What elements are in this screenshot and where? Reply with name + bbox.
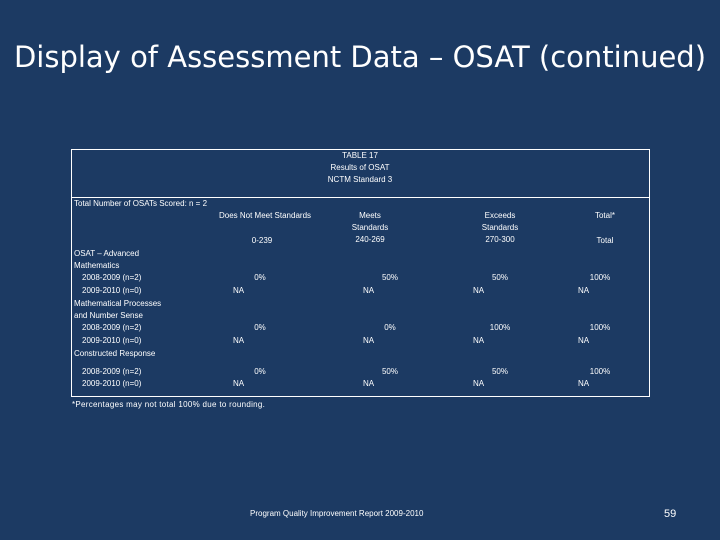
header-exceeds-line2: Standards [481,223,519,232]
row-label: 2009-2010 (n=0) [82,379,142,388]
range-meets: 240-269 [355,235,385,244]
row-label: 2008-2009 (n=2) [82,323,142,332]
section-title-line2: and Number Sense [74,311,143,320]
table-divider [72,197,649,198]
cell-value: NA [363,336,375,345]
cell-value: NA [363,286,375,295]
footer-report-title: Program Quality Improvement Report 2009-… [250,509,424,518]
page-number: 59 [664,508,677,520]
cell-value: 0% [254,367,266,376]
cell-value: 50% [491,273,508,282]
cell-value: NA [578,379,590,388]
header-meets-line2: Standards [351,223,389,232]
cell-value: 0% [384,323,396,332]
table-caption-number: TABLE 17 [342,151,378,160]
header-meets-line1: Meets [359,211,381,220]
row-label: 2008-2009 (n=2) [82,273,142,282]
cell-value: 100% [589,323,611,332]
cell-value: NA [363,379,375,388]
range-does-not-meet: 0-239 [251,236,273,245]
range-total: Total [596,236,614,245]
cell-value: 50% [381,273,398,282]
cell-value: 50% [491,367,508,376]
cell-value: 100% [589,367,611,376]
cell-value: NA [233,286,245,295]
cell-value: NA [473,286,485,295]
cell-value: NA [578,286,590,295]
cell-value: 0% [254,323,266,332]
range-exceeds: 270-300 [485,235,515,244]
table-caption-standard: NCTM Standard 3 [327,175,393,184]
table-caption-title: Results of OSAT [330,163,390,172]
total-osats-label: Total Number of OSATs Scored: n = 2 [74,199,208,208]
cell-value: 50% [381,367,398,376]
section-title-line1: OSAT – Advanced [74,249,140,258]
cell-value: NA [473,379,485,388]
row-label: 2009-2010 (n=0) [82,336,142,345]
section-title-line1: Mathematical Processes [74,299,162,308]
section-title-line1: Constructed Response [74,349,156,358]
row-label: 2009-2010 (n=0) [82,286,142,295]
cell-value: NA [233,379,245,388]
header-does-not-meet: Does Not Meet Standards [218,211,312,220]
cell-value: NA [473,336,485,345]
cell-value: NA [578,336,590,345]
cell-value: NA [233,336,245,345]
slide-title: Display of Assessment Data – OSAT (conti… [13,40,707,74]
header-exceeds-line1: Exceeds [484,211,516,220]
cell-value: 0% [254,273,266,282]
cell-value: 100% [589,273,611,282]
cell-value: 100% [489,323,511,332]
section-title-line2: Mathematics [74,261,120,270]
header-total: Total* [594,211,615,220]
row-label: 2008-2009 (n=2) [82,367,142,376]
results-table [71,149,650,397]
footnote: *Percentages may not total 100% due to r… [72,400,266,409]
